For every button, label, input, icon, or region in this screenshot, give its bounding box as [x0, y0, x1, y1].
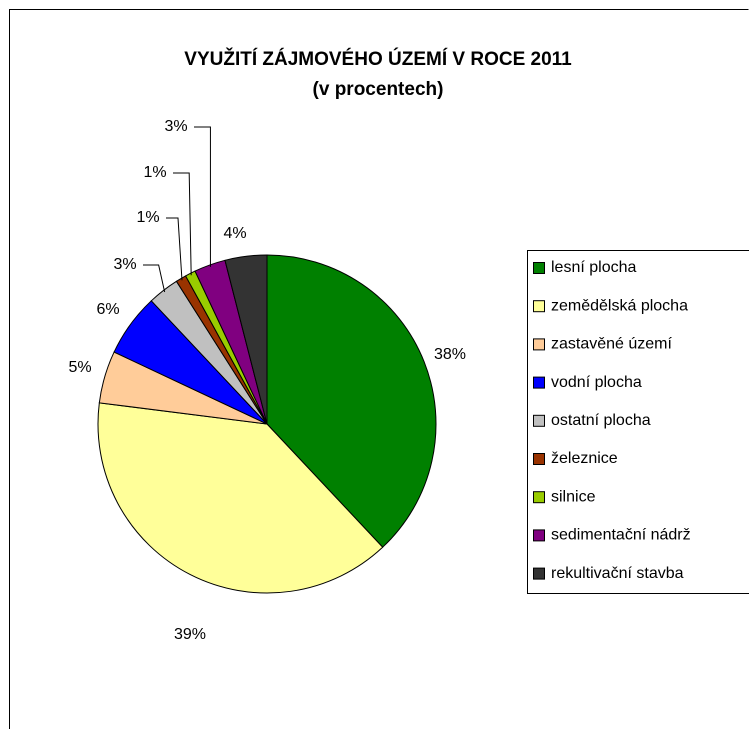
pie-slice [266, 254, 437, 548]
legend-swatch [533, 262, 545, 274]
data-label: 3% [113, 256, 136, 273]
legend-swatch [533, 338, 545, 351]
pie-slice [97, 402, 384, 594]
legend-swatch [533, 414, 545, 427]
legend-label: zemědělská plocha [551, 297, 688, 314]
data-label: 6% [96, 301, 119, 318]
legend-label: rekultivační stavba [551, 565, 684, 582]
data-label: 4% [223, 225, 246, 242]
data-label: 1% [136, 209, 159, 226]
legend-box [527, 250, 749, 594]
legend-label: lesní plocha [551, 259, 636, 276]
leader-line [166, 217, 183, 281]
legend-label: železnice [551, 450, 618, 467]
legend-label: ostatní plocha [551, 412, 651, 429]
legend-swatch [533, 376, 545, 389]
data-label: 39% [174, 626, 206, 643]
legend-swatch [533, 300, 545, 313]
chart-title: VYUŽITÍ ZÁJMOVÉHO ÚZEMÍ V ROCE 2011 [184, 48, 572, 70]
legend-swatch [533, 567, 545, 580]
leader-line [143, 264, 166, 293]
chart-subtitle: (v procentech) [313, 79, 444, 100]
data-label: 1% [143, 164, 166, 181]
legend-label: vodní plocha [551, 374, 642, 391]
legend-label: zastavěné území [551, 336, 673, 353]
legend-swatch [533, 453, 545, 465]
chart-frame [9, 9, 749, 729]
leader-line [194, 126, 211, 267]
pie-slice [224, 254, 268, 425]
legend-label: sedimentační nádrž [551, 527, 691, 544]
legend-label: silnice [551, 488, 596, 505]
legend-swatch [533, 529, 545, 542]
data-label: 5% [68, 359, 91, 376]
data-label: 38% [434, 346, 466, 363]
legend-swatch [533, 491, 545, 504]
data-label: 3% [164, 118, 187, 135]
leader-line [173, 172, 192, 276]
